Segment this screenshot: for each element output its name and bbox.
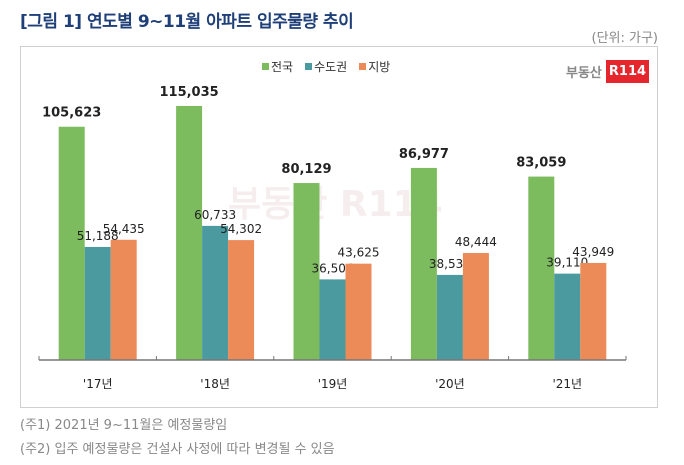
note-1: (주1) 2021년 9~11월은 예정물량임	[20, 418, 228, 433]
legend-label: 수도권	[314, 60, 348, 74]
unit-label: (단위: 가구)	[591, 31, 659, 46]
data-label: 80,129	[281, 162, 331, 177]
logo-text: 부동산	[566, 66, 602, 81]
bar	[176, 105, 203, 360]
bar	[528, 176, 555, 360]
legend-item-national: 전국	[262, 58, 293, 75]
x-tick-label: '19년	[318, 377, 348, 391]
bar	[84, 246, 111, 360]
data-label: 36,504	[312, 261, 354, 275]
data-label: 105,623	[42, 106, 101, 121]
x-tick-label: '21년	[552, 377, 582, 391]
x-tick-label: '18년	[200, 377, 230, 391]
legend-swatch	[262, 63, 269, 70]
legend-item-capital: 수도권	[305, 58, 347, 75]
bar	[110, 239, 137, 360]
bar	[436, 274, 463, 360]
data-label: 39,110	[546, 256, 588, 270]
data-label: 60,733	[194, 208, 236, 222]
bar	[554, 273, 581, 360]
data-label: 54,302	[220, 222, 262, 236]
x-tick-label: '17년	[83, 377, 113, 391]
legend-item-local: 지방	[359, 58, 390, 75]
data-label: 43,949	[572, 245, 614, 259]
legend: 전국 수도권 지방	[262, 58, 390, 75]
legend-swatch	[305, 63, 313, 70]
legend-label: 전국	[271, 60, 294, 74]
data-label: 83,059	[516, 156, 566, 171]
bar	[319, 279, 346, 360]
bar	[293, 183, 320, 360]
bar	[345, 263, 372, 360]
data-label: 115,035	[159, 85, 218, 100]
bar	[410, 167, 437, 360]
legend-swatch	[359, 63, 367, 70]
chart-title: [그림 1] 연도별 9~11월 아파트 입주물량 추이	[20, 12, 354, 32]
bar	[462, 253, 489, 360]
data-label: 43,625	[338, 246, 380, 260]
legend-label: 지방	[368, 60, 391, 74]
watermark-logo: 부동산 R114	[228, 184, 443, 225]
bar	[580, 262, 607, 360]
data-label: 54,435	[103, 222, 145, 236]
chart-frame	[20, 46, 658, 408]
bar	[202, 225, 229, 360]
data-label: 51,188	[77, 229, 119, 243]
bar	[58, 126, 85, 360]
data-label: 38,533	[429, 257, 471, 271]
data-label: 48,444	[455, 235, 497, 249]
x-tick-label: '20년	[435, 377, 465, 391]
logo-badge: R114	[605, 60, 650, 83]
data-label: 86,977	[399, 147, 449, 162]
note-2: (주2) 입주 예정물량은 건설사 사정에 따라 변경될 수 있음	[20, 442, 335, 457]
r114-logo: 부동산 R114	[566, 60, 650, 83]
bar	[228, 240, 255, 360]
